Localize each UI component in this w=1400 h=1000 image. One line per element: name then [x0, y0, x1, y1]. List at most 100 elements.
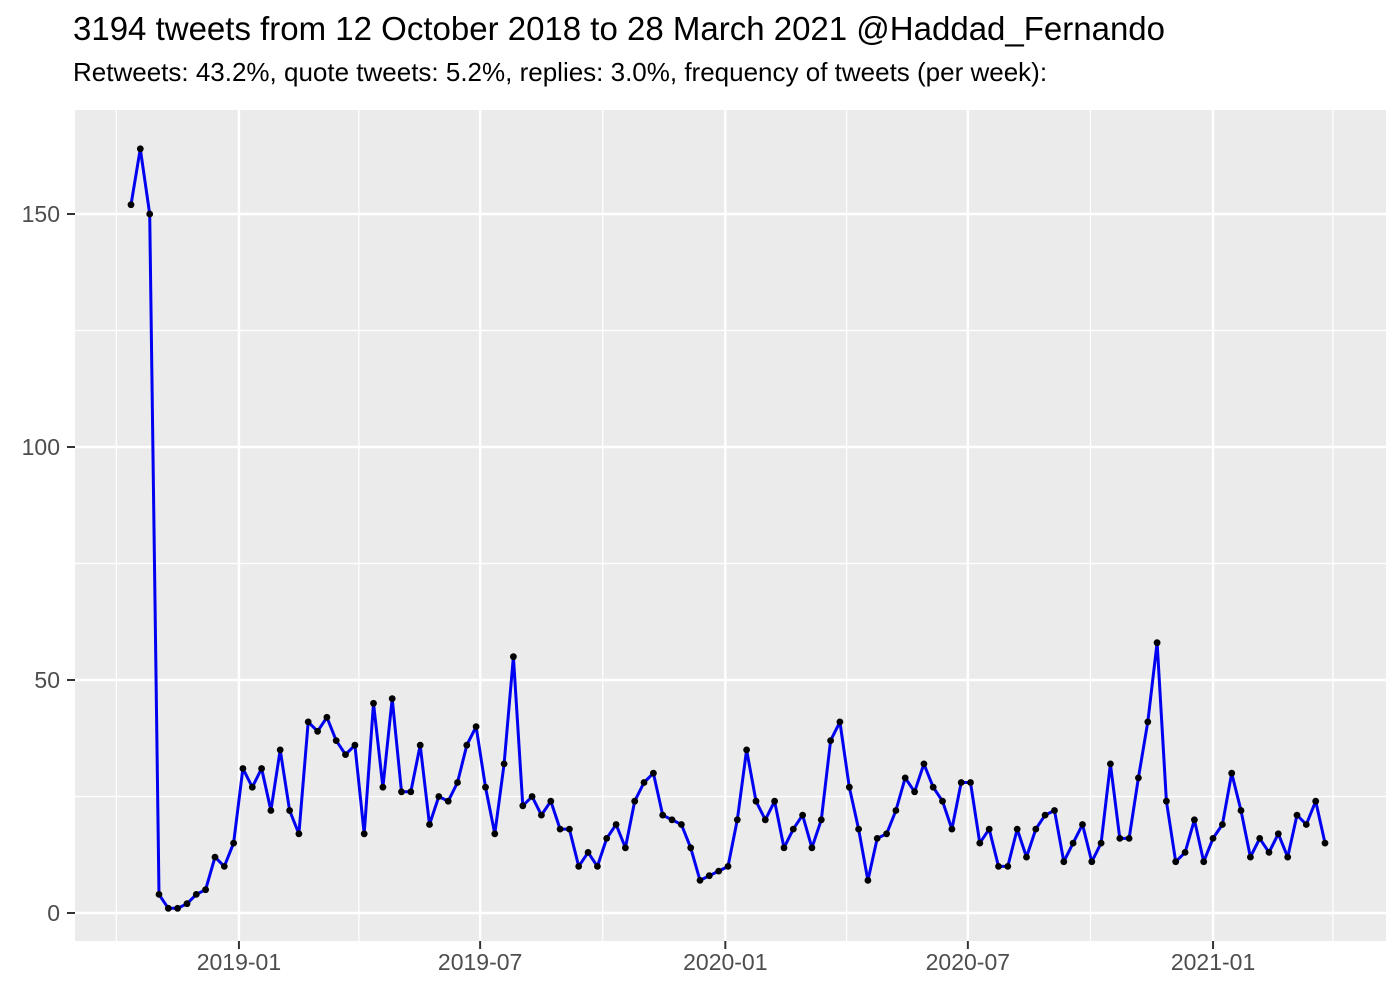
data-point [715, 867, 723, 875]
data-point [360, 830, 368, 838]
data-point [724, 863, 732, 870]
data-point [295, 830, 303, 838]
data-point [398, 788, 405, 796]
data-point [379, 783, 387, 791]
data-point [370, 699, 377, 707]
data-point [1079, 821, 1086, 828]
y-tick-label: 50 [34, 667, 60, 693]
data-point [650, 769, 657, 777]
data-point [995, 863, 1002, 870]
data-point [1032, 825, 1040, 833]
data-point [845, 783, 853, 791]
x-tick-label: 2020-07 [926, 949, 1010, 975]
data-point [789, 825, 797, 833]
data-point [761, 816, 769, 824]
data-point [183, 900, 191, 908]
data-point [1144, 718, 1152, 726]
data-point [1209, 835, 1217, 842]
data-point [985, 825, 993, 833]
data-point [463, 741, 471, 749]
data-point [435, 793, 443, 800]
data-point [752, 797, 760, 805]
data-point [612, 821, 620, 828]
data-point [510, 653, 517, 661]
data-point [873, 835, 881, 842]
data-point [1116, 835, 1124, 842]
data-point [575, 863, 583, 870]
data-point [304, 718, 312, 726]
data-point [1125, 835, 1133, 842]
data-point [892, 807, 900, 814]
data-point [1023, 853, 1030, 861]
data-point [1284, 853, 1292, 861]
x-tick-label: 2019-01 [197, 949, 281, 975]
data-point [500, 760, 508, 768]
data-point [1274, 830, 1282, 838]
data-point [454, 779, 461, 786]
data-point [1004, 863, 1012, 870]
data-point [538, 811, 545, 819]
data-point [230, 839, 238, 847]
data-point [1191, 816, 1198, 824]
data-point [799, 811, 806, 819]
x-tick-label: 2019-07 [438, 949, 522, 975]
data-point [733, 816, 741, 824]
data-point [1237, 807, 1245, 814]
x-tick-label: 2020-01 [683, 949, 767, 975]
data-point [1200, 858, 1208, 866]
data-point [817, 816, 825, 824]
data-point [239, 765, 247, 772]
data-point [976, 839, 984, 847]
data-point [1312, 797, 1320, 805]
data-point [631, 797, 639, 805]
data-point [967, 779, 974, 786]
y-tick-label: 150 [22, 201, 60, 227]
data-point [827, 737, 834, 744]
data-point [267, 807, 275, 814]
data-point [202, 886, 210, 894]
data-point [519, 802, 527, 810]
data-point [1135, 774, 1142, 782]
data-point [1172, 858, 1180, 866]
data-point [444, 797, 452, 805]
data-point [1153, 639, 1161, 647]
data-point [668, 816, 676, 824]
data-point [864, 877, 872, 884]
data-point [136, 145, 144, 153]
data-point [426, 821, 433, 828]
data-point [687, 844, 695, 852]
data-point [1060, 858, 1068, 866]
data-point [388, 695, 396, 702]
data-point [901, 774, 909, 782]
data-point [1265, 849, 1273, 856]
data-point [696, 877, 704, 884]
data-point [342, 751, 349, 758]
data-point [155, 891, 163, 898]
data-point [286, 807, 293, 814]
data-point [939, 797, 946, 805]
data-point [743, 746, 750, 754]
data-point [1256, 835, 1264, 842]
data-point [248, 783, 256, 791]
data-point [603, 835, 611, 842]
plot-svg: 0 50 100 150 2019-01 2019-07 2020-01 2020-07 202… [22, 110, 1386, 975]
data-point [174, 904, 182, 912]
data-point [547, 797, 555, 805]
data-point [416, 741, 424, 749]
data-point [1321, 839, 1329, 847]
data-point [1219, 821, 1226, 828]
data-point [566, 825, 573, 833]
data-point [705, 872, 713, 880]
plot-panel-background [75, 110, 1386, 941]
data-point [920, 760, 928, 768]
data-point [407, 788, 415, 796]
data-point [883, 830, 890, 838]
chart-title: 3194 tweets from 12 October 2018 to 28 M… [73, 10, 1166, 47]
data-point [1097, 839, 1105, 847]
data-point [220, 863, 228, 870]
data-point [678, 821, 685, 828]
data-point [808, 844, 816, 852]
data-point [1163, 797, 1170, 805]
data-point [211, 853, 219, 861]
data-point [556, 825, 564, 833]
